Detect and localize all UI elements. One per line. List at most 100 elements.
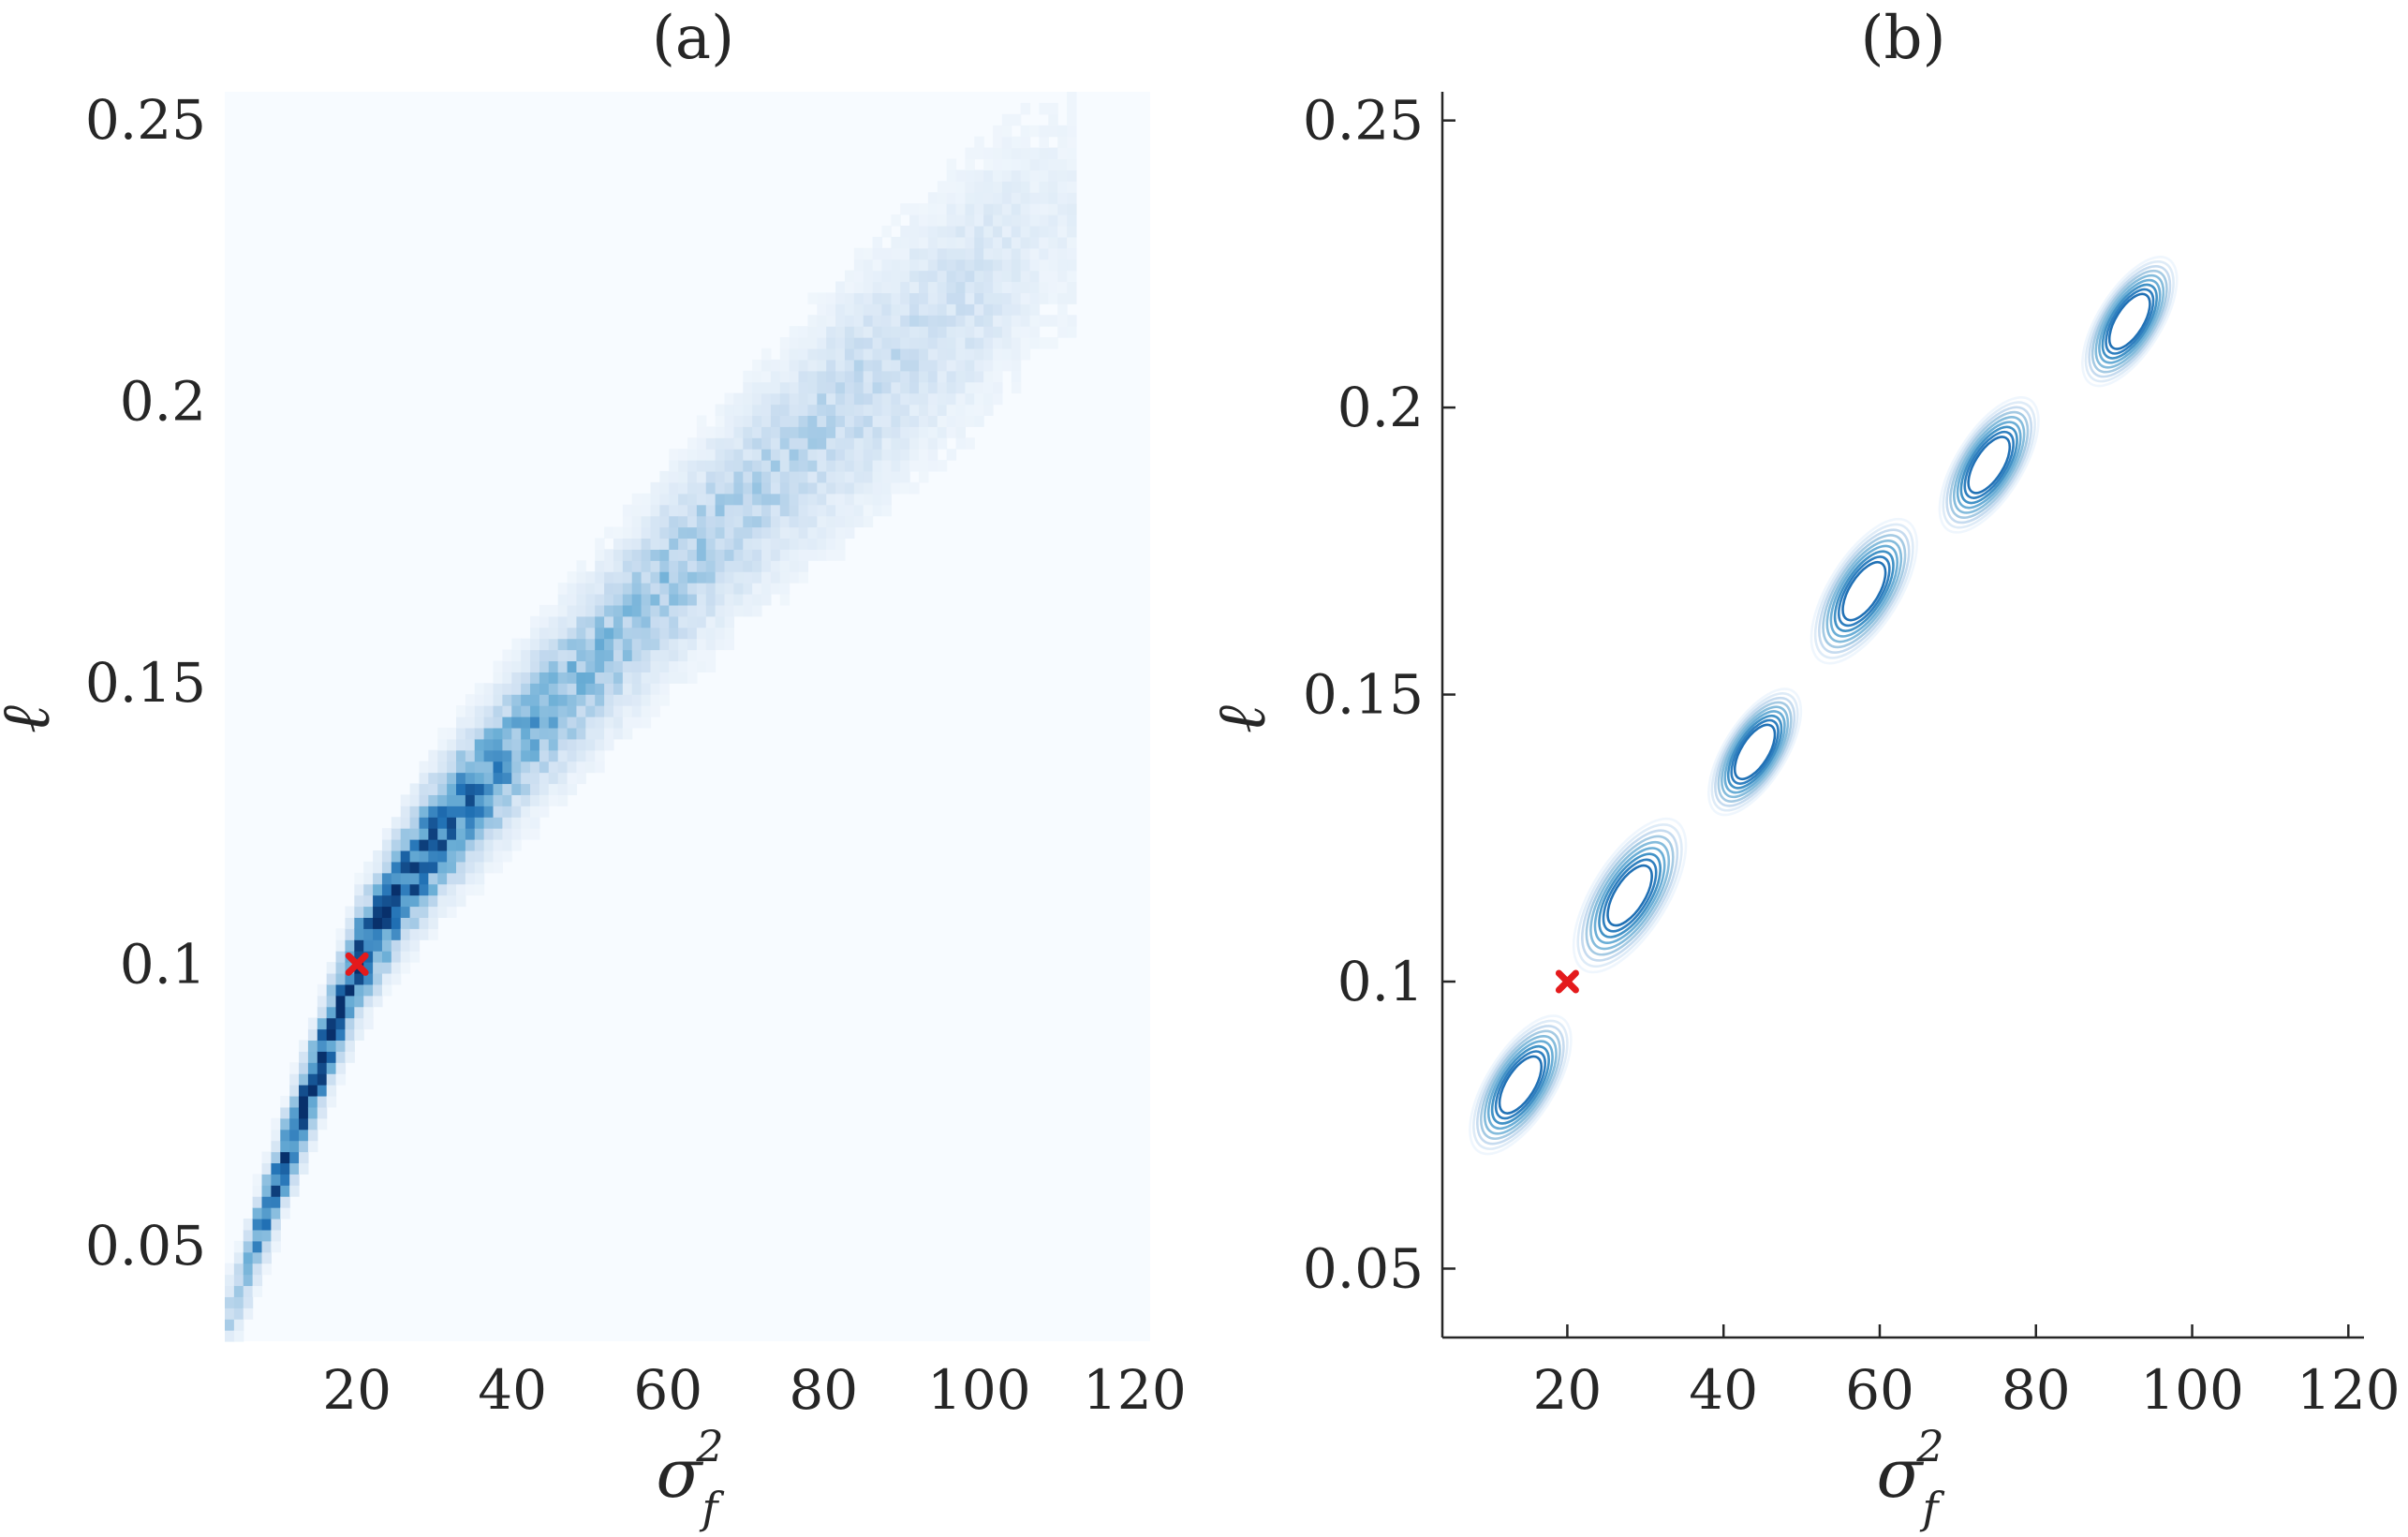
heatmap-cell (631, 660, 643, 672)
heatmap-cell (622, 727, 633, 740)
heatmap-cell (946, 415, 957, 427)
heatmap-cell (853, 460, 864, 472)
heatmap-cell (391, 951, 402, 963)
heatmap-cell (631, 683, 643, 695)
heatmap-cell (335, 972, 347, 985)
heatmap-cell (557, 694, 569, 706)
heatmap-cell (853, 493, 864, 506)
heatmap-cell (724, 526, 734, 539)
heatmap-cell (807, 549, 818, 561)
heatmap-cell (1067, 292, 1077, 304)
heatmap-cell (335, 962, 347, 974)
heatmap-cell (1067, 315, 1077, 327)
heatmap-cell (1039, 315, 1049, 327)
heatmap-cell (909, 426, 920, 438)
heatmap-cell (604, 571, 614, 584)
heatmap-cell (715, 515, 726, 528)
heatmap-cell (872, 326, 883, 338)
heatmap-cell (724, 460, 734, 472)
heatmap-cell (983, 404, 994, 417)
panel-a-xtick-label: 20 (322, 1358, 391, 1422)
heatmap-cell (631, 705, 643, 717)
contour-ring (1841, 561, 1887, 622)
heatmap-cell (993, 214, 1003, 227)
heatmap-cell (909, 481, 920, 495)
heatmap-cell (724, 560, 734, 572)
heatmap-cell (521, 683, 531, 695)
heatmap-cell (965, 359, 975, 372)
heatmap-cell (993, 158, 1003, 170)
heatmap-cell (946, 381, 957, 394)
heatmap-cell (678, 593, 688, 606)
heatmap-cell (595, 560, 605, 572)
heatmap-cell (502, 660, 512, 672)
heatmap-cell (993, 315, 1003, 327)
heatmap-cell (354, 983, 364, 997)
heatmap-cell (1057, 303, 1068, 316)
heatmap-cell (335, 1006, 347, 1019)
heatmap-cell (696, 549, 707, 561)
heatmap-cell (345, 1028, 355, 1042)
heatmap-cell (993, 125, 1003, 138)
heatmap-cell (965, 192, 975, 204)
heatmap-cell (622, 515, 633, 528)
heatmap-cell (437, 839, 448, 851)
heatmap-cell (428, 805, 438, 818)
heatmap-cell (493, 683, 503, 695)
heatmap-cell (1001, 359, 1012, 372)
contour-ring (1726, 714, 1783, 790)
heatmap-cell (715, 504, 726, 517)
heatmap-cell (585, 705, 596, 717)
heatmap-cell (1067, 113, 1077, 126)
heatmap-cell (891, 292, 901, 304)
heatmap-cell (650, 560, 660, 572)
heatmap-cell (1048, 181, 1058, 193)
heatmap-cell (891, 214, 901, 227)
heatmap-cell (974, 225, 984, 238)
heatmap-cell (539, 660, 550, 672)
heatmap-cell (1020, 203, 1031, 215)
heatmap-cell (1029, 259, 1041, 272)
heatmap-cell (1029, 214, 1041, 227)
panel-b-ytick-label: 0.15 (1303, 663, 1424, 727)
heatmap-cell (669, 627, 679, 640)
heatmap-cell (1039, 125, 1049, 138)
heatmap-cell (779, 337, 790, 349)
heatmap-cell (807, 426, 818, 438)
heatmap-cell (1001, 181, 1012, 193)
heatmap-cell (761, 526, 772, 539)
heatmap-cell (585, 727, 596, 740)
heatmap-cell (743, 526, 753, 539)
heatmap-cell (881, 470, 892, 483)
heatmap-cell (789, 538, 800, 550)
heatmap-cell (844, 504, 855, 517)
heatmap-cell (428, 917, 438, 929)
heatmap-cell (1048, 170, 1058, 182)
heatmap-cell (493, 761, 503, 774)
heatmap-cell (400, 850, 411, 863)
heatmap-cell (381, 872, 392, 885)
heatmap-cell (447, 761, 457, 774)
heatmap-cell (705, 526, 716, 539)
heatmap-cell (474, 783, 485, 795)
heatmap-cell (243, 1263, 254, 1276)
heatmap-cell (502, 694, 512, 706)
heatmap-cell (835, 315, 846, 327)
heatmap-cell (946, 359, 957, 372)
heatmap-cell (483, 839, 495, 851)
heatmap-cell (530, 638, 540, 651)
heatmap-cell (937, 426, 948, 438)
heatmap-cell (853, 303, 864, 316)
heatmap-cell (678, 526, 688, 539)
heatmap-cell (557, 649, 569, 662)
heatmap-cell (927, 203, 938, 215)
heatmap-cell (650, 672, 660, 684)
heatmap-cell (881, 426, 892, 438)
heatmap-cell (604, 638, 614, 651)
heatmap-cell (493, 717, 503, 729)
heatmap-cell (891, 359, 901, 372)
heatmap-cell (900, 315, 910, 327)
contour-ring (1818, 528, 1911, 654)
heatmap-cell (437, 861, 448, 874)
